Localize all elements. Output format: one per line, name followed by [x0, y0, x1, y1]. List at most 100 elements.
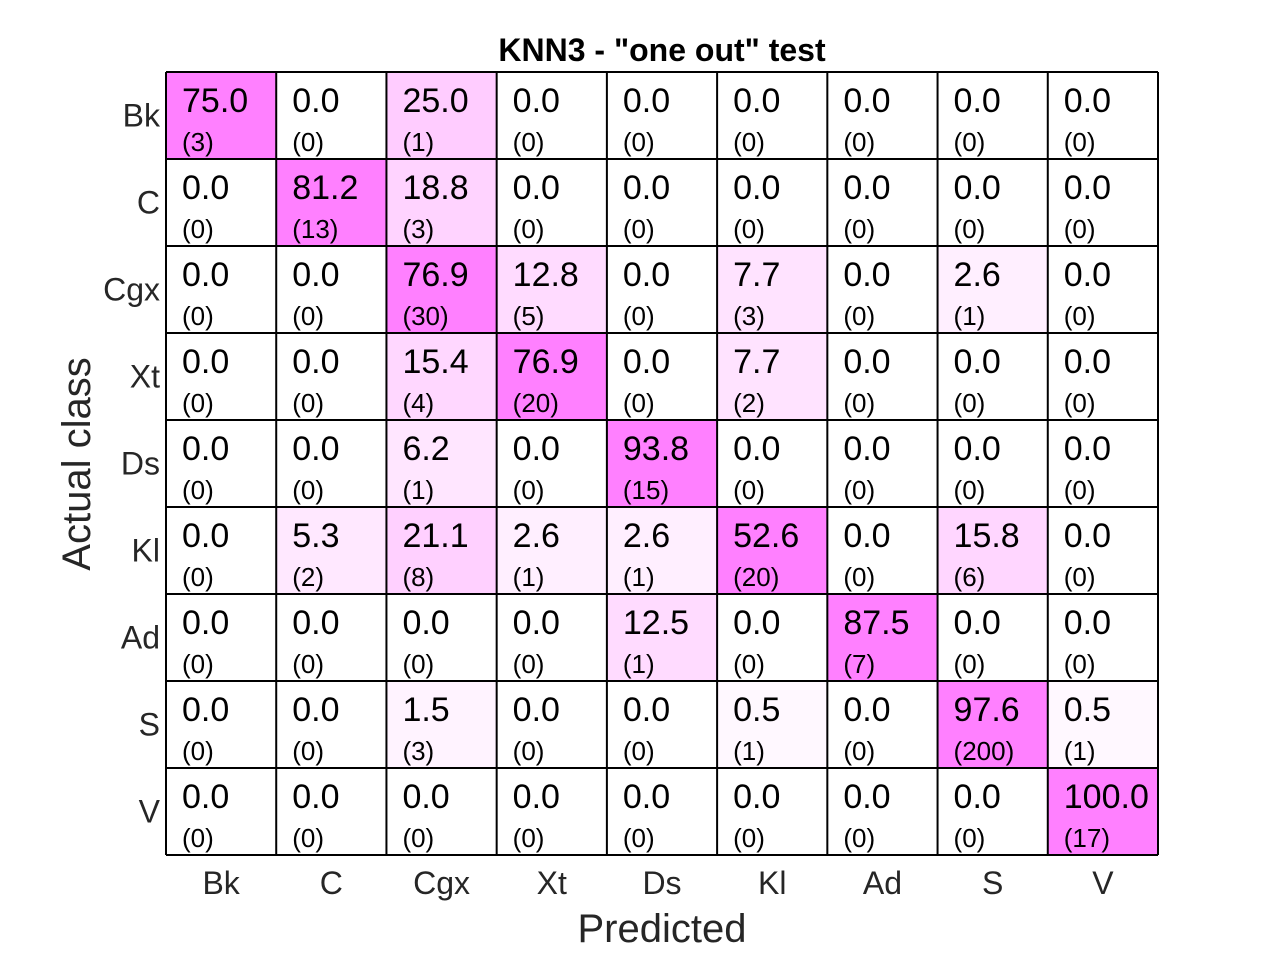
cell-percent-label: 0.0	[954, 343, 1001, 381]
cell-percent-label: 0.0	[1064, 169, 1111, 207]
matrix-cell	[166, 159, 277, 246]
x-tick-label: Bk	[202, 865, 240, 901]
cell-count-label: (0)	[954, 214, 986, 244]
cell-count-label: (13)	[292, 214, 338, 244]
matrix-cell	[496, 507, 607, 594]
cell-count-label: (1)	[513, 562, 545, 592]
x-axis-ticks: Bk C Cgx Xt Ds Kl Ad S V	[202, 865, 1114, 901]
cell-percent-label: 75.0	[182, 82, 248, 120]
cell-count-label: (0)	[1064, 127, 1096, 157]
cell-count-label: (7)	[843, 649, 875, 679]
cell-count-label: (3)	[402, 736, 434, 766]
cell-percent-label: 0.0	[954, 778, 1001, 816]
cell-percent-label: 97.6	[954, 691, 1020, 729]
matrix-cell	[166, 72, 277, 159]
cell-percent-label: 0.0	[1064, 430, 1111, 468]
cell-percent-label: 0.0	[402, 604, 449, 642]
y-tick-label: Bk	[123, 98, 161, 134]
cell-percent-label: 0.0	[182, 691, 229, 729]
cell-count-label: (0)	[954, 475, 986, 505]
matrix-cell	[717, 159, 828, 246]
matrix-cell	[386, 768, 497, 855]
cell-count-label: (0)	[182, 649, 214, 679]
cell-count-label: (0)	[1064, 475, 1096, 505]
cell-percent-label: 52.6	[733, 517, 799, 555]
cell-percent-label: 0.0	[954, 604, 1001, 642]
cell-percent-label: 0.0	[623, 778, 670, 816]
matrix-cell	[717, 246, 828, 333]
cell-count-label: (2)	[733, 388, 765, 418]
y-tick-label: V	[139, 794, 161, 830]
cell-count-label: (0)	[623, 823, 655, 853]
cell-count-label: (0)	[954, 127, 986, 157]
cell-percent-label: 0.0	[182, 604, 229, 642]
matrix-cell	[1047, 507, 1158, 594]
matrix-cell	[606, 681, 718, 768]
cell-percent-label: 25.0	[402, 82, 468, 120]
cell-percent-label: 0.0	[182, 778, 229, 816]
matrix-cell	[276, 159, 387, 246]
matrix-cell	[827, 159, 938, 246]
cell-percent-label: 0.0	[843, 517, 890, 555]
cell-count-label: (0)	[1064, 562, 1096, 592]
matrix-cell	[496, 333, 607, 420]
cell-count-label: (15)	[623, 475, 669, 505]
cell-percent-label: 87.5	[843, 604, 909, 642]
cell-count-label: (0)	[623, 214, 655, 244]
x-tick-label: Kl	[758, 865, 786, 901]
cell-percent-label: 18.8	[402, 169, 468, 207]
cell-count-label: (0)	[182, 562, 214, 592]
cell-count-label: (0)	[1064, 214, 1096, 244]
cell-percent-label: 93.8	[623, 430, 689, 468]
cell-count-label: (0)	[843, 388, 875, 418]
matrix-cell	[606, 246, 718, 333]
cell-count-label: (1)	[402, 475, 434, 505]
y-tick-label: Xt	[130, 359, 160, 395]
cell-percent-label: 2.6	[954, 256, 1001, 294]
y-tick-label: C	[137, 185, 160, 221]
cell-count-label: (200)	[954, 736, 1015, 766]
matrix-cell	[606, 72, 718, 159]
cell-count-label: (3)	[402, 214, 434, 244]
cell-percent-label: 0.0	[182, 343, 229, 381]
matrix-cell	[386, 159, 497, 246]
x-tick-label: Xt	[537, 865, 567, 901]
cell-percent-label: 0.0	[182, 169, 229, 207]
cell-count-label: (0)	[954, 388, 986, 418]
matrix-cell	[386, 420, 497, 507]
cell-count-label: (0)	[182, 475, 214, 505]
cell-count-label: (0)	[1064, 301, 1096, 331]
matrix-cell	[496, 768, 607, 855]
matrix-cell	[1047, 333, 1158, 420]
cell-count-label: (0)	[1064, 649, 1096, 679]
cell-count-label: (30)	[402, 301, 448, 331]
matrix-cell	[937, 246, 1048, 333]
matrix-cell	[386, 333, 497, 420]
cell-percent-label: 6.2	[402, 430, 449, 468]
matrix-cell	[1047, 159, 1158, 246]
x-axis-label: Predicted	[578, 907, 747, 951]
cell-count-label: (0)	[733, 823, 765, 853]
cell-percent-label: 0.5	[733, 691, 780, 729]
matrix-cell	[1047, 681, 1158, 768]
cell-count-label: (0)	[623, 301, 655, 331]
cell-count-label: (0)	[513, 475, 545, 505]
matrix-cell	[606, 420, 718, 507]
matrix-cell	[386, 72, 497, 159]
matrix-cell	[276, 768, 387, 855]
matrix-grid	[165, 71, 1159, 856]
cell-percent-label: 0.0	[623, 256, 670, 294]
cell-count-label: (0)	[292, 127, 324, 157]
matrix-cell	[166, 681, 277, 768]
cell-count-label: (17)	[1064, 823, 1110, 853]
matrix-cell	[166, 507, 277, 594]
cell-percent-label: 0.0	[182, 430, 229, 468]
matrix-cell	[386, 507, 497, 594]
cell-count-label: (0)	[292, 649, 324, 679]
cell-count-label: (0)	[513, 214, 545, 244]
cell-percent-label: 15.4	[402, 343, 468, 381]
matrix-cell	[1047, 768, 1158, 855]
matrix-cell	[496, 72, 607, 159]
matrix-cell	[827, 420, 938, 507]
cell-percent-label: 1.5	[402, 691, 449, 729]
